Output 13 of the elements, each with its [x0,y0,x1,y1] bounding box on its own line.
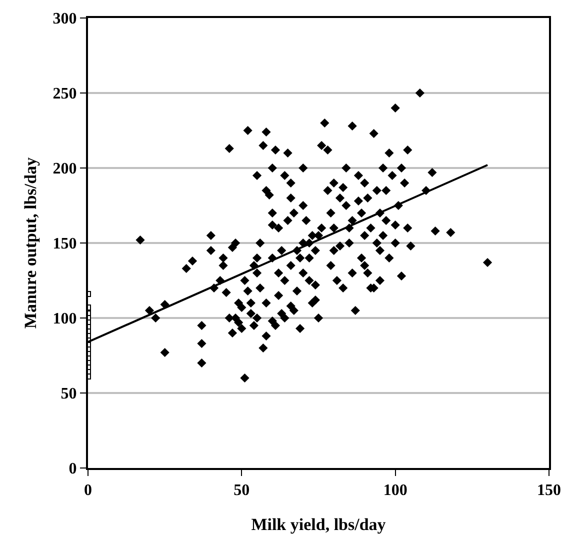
y-tick-label: 150 [52,236,77,253]
y-tick-label: 50 [60,386,77,403]
x-tick-label: 0 [84,482,92,500]
x-tick-label: 50 [234,482,250,500]
y-axis-title: Manure output, lbs/day [20,156,40,329]
x-tick-label: 100 [383,482,408,500]
x-tick-label: 150 [537,482,561,500]
x-axis-title: Milk yield, lbs/day [251,515,386,534]
y-tick-label: 300 [52,10,77,28]
y-tick-label: 250 [52,86,77,103]
y-tick-label: 0 [68,460,77,478]
y-tick-label: 100 [52,310,77,328]
y-tick-label: 200 [52,160,77,178]
